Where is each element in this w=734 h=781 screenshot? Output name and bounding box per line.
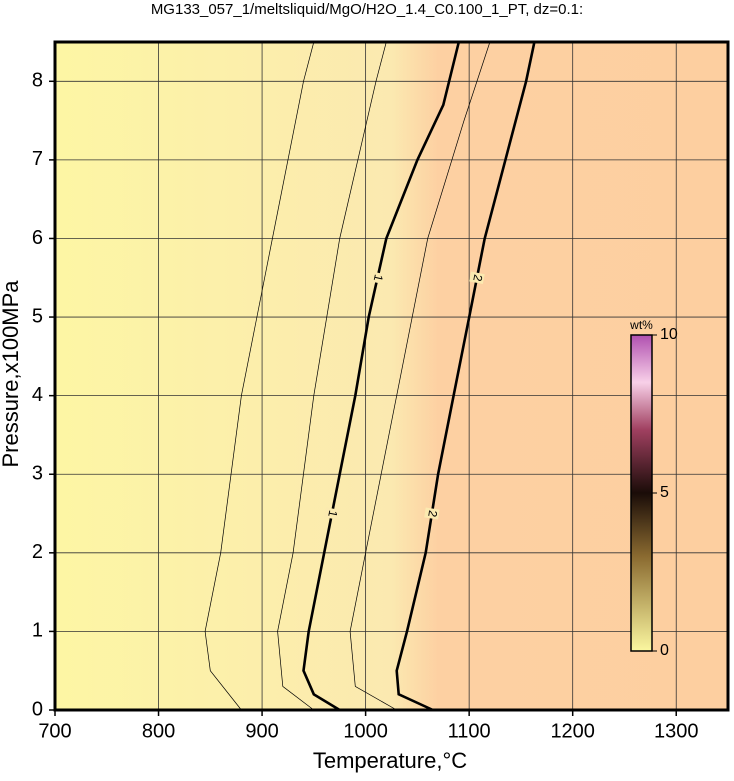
chart-title: MG133_057_1/meltsliquid/MgO/H2O_1.4_C0.1… (151, 1, 583, 18)
y-tick-label: 8 (32, 70, 43, 92)
colorbar-tick-label: 5 (660, 484, 669, 501)
contour-label: 2 (425, 509, 440, 518)
contour-line (395, 41, 536, 712)
contour-label: 1 (371, 273, 386, 283)
x-tick-label: 700 (38, 720, 71, 742)
contour-label-bg (369, 271, 386, 285)
colorbar-tick-label: 0 (660, 642, 669, 659)
y-tick-label: 2 (32, 541, 43, 563)
colorbar-label: wt% (629, 318, 653, 332)
contour-line (302, 41, 461, 712)
colorbar (630, 334, 653, 652)
contour-line (277, 41, 387, 711)
colorbar-tick-label: 10 (660, 326, 678, 343)
contour-label-bg (324, 507, 340, 520)
y-tick-label: 3 (32, 463, 43, 485)
x-tick-label: 800 (142, 720, 175, 742)
x-tick-label: 1200 (550, 720, 595, 742)
y-tick-label: 4 (32, 384, 43, 406)
y-tick-label: 6 (32, 227, 43, 249)
contour-line (349, 41, 491, 711)
y-axis-label: Pressure,x100MPa (0, 280, 23, 468)
contour-label-bg (424, 507, 440, 520)
x-tick-label: 1000 (343, 720, 388, 742)
contour-line (204, 41, 315, 711)
y-tick-label: 1 (32, 620, 43, 642)
y-tick-label: 0 (32, 698, 43, 720)
plot-background (55, 42, 728, 710)
x-tick-label: 900 (245, 720, 278, 742)
x-tick-label: 1300 (654, 720, 699, 742)
plot-frame (53, 40, 730, 712)
contour-label: 2 (470, 273, 485, 283)
x-tick-label: 1100 (448, 720, 491, 742)
x-axis-label: Temperature,°C (313, 748, 467, 773)
y-tick-label: 5 (32, 305, 43, 327)
contour-label-bg (469, 271, 485, 285)
y-tick-label: 7 (32, 148, 43, 170)
contour-label: 1 (325, 509, 340, 519)
